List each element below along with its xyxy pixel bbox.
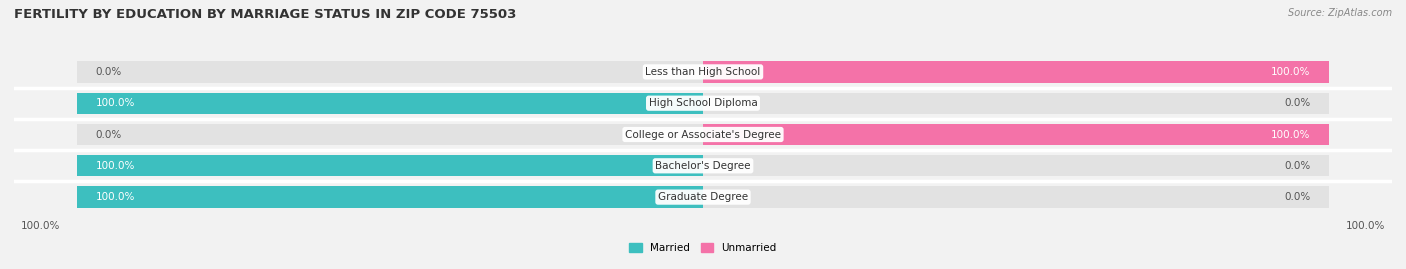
Bar <box>77 93 703 114</box>
Bar <box>77 124 703 145</box>
Legend: Married, Unmarried: Married, Unmarried <box>630 243 776 253</box>
Bar <box>77 155 703 176</box>
Bar <box>77 155 703 176</box>
Text: Source: ZipAtlas.com: Source: ZipAtlas.com <box>1288 8 1392 18</box>
Text: 100.0%: 100.0% <box>1347 221 1386 231</box>
Text: 0.0%: 0.0% <box>96 67 122 77</box>
Bar <box>703 93 1329 114</box>
Text: 0.0%: 0.0% <box>96 129 122 140</box>
Bar <box>703 124 1329 145</box>
Text: 100.0%: 100.0% <box>96 161 135 171</box>
Text: 0.0%: 0.0% <box>1284 98 1310 108</box>
Bar <box>703 155 1329 176</box>
Bar <box>703 186 1329 208</box>
Text: Graduate Degree: Graduate Degree <box>658 192 748 202</box>
Bar <box>703 61 1329 83</box>
Text: 100.0%: 100.0% <box>1271 67 1310 77</box>
Bar <box>77 186 703 208</box>
Bar <box>77 93 703 114</box>
Text: High School Diploma: High School Diploma <box>648 98 758 108</box>
Bar <box>77 61 703 83</box>
Text: Less than High School: Less than High School <box>645 67 761 77</box>
Text: 0.0%: 0.0% <box>1284 161 1310 171</box>
Text: 100.0%: 100.0% <box>96 98 135 108</box>
Bar <box>77 186 703 208</box>
Text: 100.0%: 100.0% <box>20 221 59 231</box>
Text: 100.0%: 100.0% <box>96 192 135 202</box>
Text: College or Associate's Degree: College or Associate's Degree <box>626 129 780 140</box>
Bar <box>703 61 1329 83</box>
Text: 100.0%: 100.0% <box>1271 129 1310 140</box>
Text: FERTILITY BY EDUCATION BY MARRIAGE STATUS IN ZIP CODE 75503: FERTILITY BY EDUCATION BY MARRIAGE STATU… <box>14 8 516 21</box>
Text: Bachelor's Degree: Bachelor's Degree <box>655 161 751 171</box>
Text: 0.0%: 0.0% <box>1284 192 1310 202</box>
Bar <box>703 124 1329 145</box>
